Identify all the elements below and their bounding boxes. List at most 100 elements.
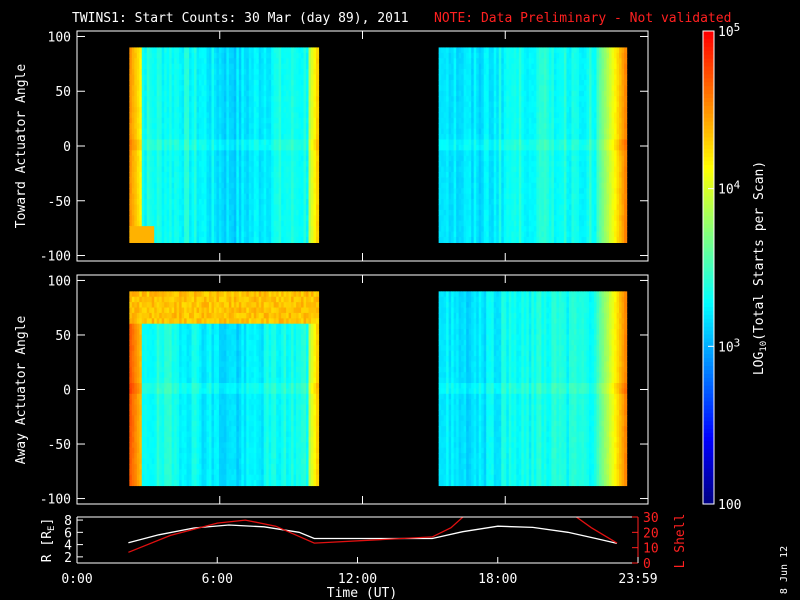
heatmap-cell — [306, 204, 310, 211]
heatmap-cell — [536, 139, 540, 146]
heatmap-cell — [208, 128, 213, 135]
heatmap-cell — [301, 144, 305, 151]
heatmap-cell — [486, 139, 490, 146]
heatmap-cell — [518, 123, 522, 130]
heatmap-cell — [241, 74, 245, 81]
heatmap-cell — [196, 58, 200, 65]
heatmap-cell — [533, 79, 537, 86]
heatmap-cell — [301, 101, 305, 108]
heatmap-cell — [186, 63, 190, 70]
heatmap-cell — [501, 161, 505, 168]
heatmap-cell — [278, 231, 282, 238]
heatmap-cell — [169, 171, 173, 178]
heatmap-cell — [129, 74, 133, 81]
heatmap-cell — [251, 52, 255, 59]
heatmap-cell — [161, 123, 165, 130]
heatmap-cell — [311, 96, 315, 103]
heatmap-cell — [463, 123, 467, 130]
heatmap-cell — [278, 90, 282, 97]
heatmap-cell — [486, 107, 490, 114]
heatmap-cell — [164, 134, 168, 141]
heatmap-cell — [286, 161, 290, 168]
heatmap-cell — [511, 79, 515, 86]
heatmap-cell — [578, 215, 583, 222]
heatmap-cell — [258, 52, 262, 59]
heatmap-cell — [194, 128, 198, 135]
heatmap-cell — [521, 101, 525, 108]
heatmap-cell — [548, 63, 553, 70]
heatmap-cell — [218, 161, 223, 168]
heatmap-cell — [149, 182, 153, 189]
heatmap-cell — [149, 177, 153, 184]
heatmap-cell — [471, 204, 475, 211]
heatmap-cell — [496, 236, 500, 243]
heatmap-cell — [266, 204, 270, 211]
heatmap-cell — [246, 128, 250, 135]
heatmap-cell — [528, 204, 532, 211]
heatmap-cell — [541, 128, 545, 135]
heatmap-cell — [164, 96, 168, 103]
heatmap-cell — [516, 101, 520, 108]
heatmap-cell — [164, 101, 168, 108]
heatmap-cell — [483, 155, 487, 162]
heatmap-cell — [508, 236, 512, 243]
heatmap-cell — [594, 117, 598, 124]
heatmap-cell — [573, 161, 578, 168]
heatmap-cell — [556, 58, 560, 65]
heatmap-cell — [568, 128, 573, 135]
heatmap-cell — [268, 139, 272, 146]
heatmap-cell — [216, 74, 220, 81]
heatmap-cell — [146, 188, 150, 195]
heatmap-cell — [531, 52, 535, 59]
heatmap-cell — [201, 150, 205, 157]
heatmap-cell — [273, 215, 277, 222]
heatmap-cell — [201, 107, 205, 114]
heatmap-cell — [216, 139, 220, 146]
heatmap-cell — [463, 79, 467, 86]
heatmap-cell — [286, 215, 290, 222]
heatmap-cell — [271, 209, 275, 216]
heatmap-cell — [483, 123, 487, 130]
heatmap-cell — [258, 177, 262, 184]
heatmap-cell — [228, 123, 232, 130]
heatmap-cell — [438, 171, 442, 178]
heatmap-cell — [451, 171, 455, 178]
heatmap-cell — [533, 112, 537, 119]
heatmap-cell — [233, 161, 237, 168]
heatmap-cell — [181, 150, 185, 157]
heatmap-cell — [571, 107, 575, 114]
heatmap-cell — [196, 177, 200, 184]
heatmap-cell — [493, 236, 497, 243]
heatmap-cell — [199, 144, 203, 151]
heatmap-cell — [149, 85, 153, 92]
heatmap-cell — [151, 209, 155, 216]
heatmap-cell — [194, 182, 198, 189]
heatmap-cell — [181, 144, 185, 151]
heatmap-cell — [451, 107, 455, 114]
heatmap-cell — [268, 69, 272, 76]
heatmap-cell — [218, 52, 223, 59]
heatmap-cell — [156, 101, 160, 108]
heatmap-cell — [511, 107, 515, 114]
heatmap-cell — [256, 199, 260, 206]
heatmap-cell — [191, 52, 195, 59]
heatmap-cell — [151, 90, 155, 97]
heatmap-cell — [576, 166, 580, 173]
heatmap-cell — [243, 139, 247, 146]
heatmap-cell — [528, 193, 532, 200]
heatmap-cell — [241, 166, 245, 173]
heatmap-cell — [233, 47, 237, 54]
heatmap-cell — [583, 74, 588, 81]
heatmap-cell — [154, 107, 158, 114]
heatmap-cell — [306, 199, 310, 206]
heatmap-cell — [298, 150, 302, 157]
heatmap-cell — [286, 90, 290, 97]
heatmap-cell — [594, 150, 598, 157]
heatmap-cell — [151, 96, 155, 103]
heatmap-cell — [268, 193, 272, 200]
heatmap-cell — [586, 182, 590, 189]
heatmap-cell — [523, 107, 527, 114]
heatmap-cell — [458, 52, 462, 59]
heatmap-cell — [516, 193, 520, 200]
heatmap-cell — [303, 52, 307, 59]
